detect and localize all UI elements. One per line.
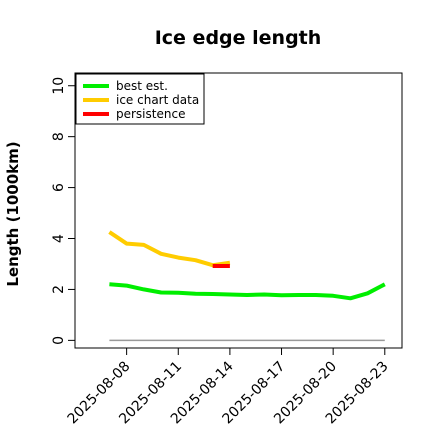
y-axis: 0 2 4 6 8 10 bbox=[51, 77, 75, 345]
series-line-ice-chart-data bbox=[108, 230, 231, 268]
y-tick-label: 6 bbox=[51, 183, 67, 192]
y-tick-label: 0 bbox=[51, 336, 67, 345]
legend-label-ice-chart-data: ice chart data bbox=[116, 93, 199, 107]
legend-label-best-est: best est. bbox=[116, 79, 168, 93]
y-tick-label: 2 bbox=[51, 285, 67, 294]
y-tick-label: 4 bbox=[51, 234, 67, 243]
legend-label-persistence: persistence bbox=[116, 107, 185, 121]
chart-title: Ice edge length bbox=[155, 27, 322, 49]
y-axis-label: Length (1000km) bbox=[4, 141, 22, 286]
series-layer bbox=[108, 230, 386, 342]
x-axis: 2025-08-082025-08-112025-08-142025-08-17… bbox=[65, 348, 392, 427]
plot-frame bbox=[74, 72, 403, 349]
y-tick-label: 8 bbox=[51, 132, 67, 141]
y-tick-label: 10 bbox=[51, 77, 67, 95]
series-line-best-est bbox=[109, 282, 386, 301]
